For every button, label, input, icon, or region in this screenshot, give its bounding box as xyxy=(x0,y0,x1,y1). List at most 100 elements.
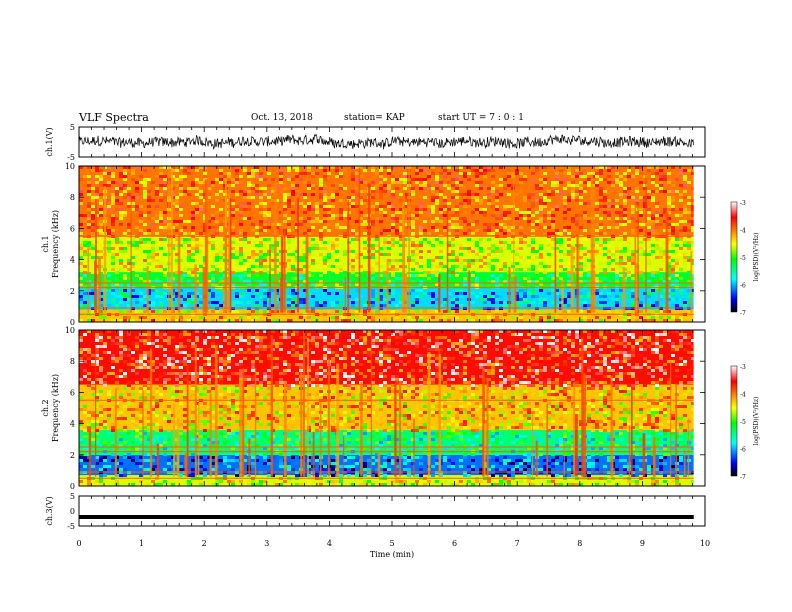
ch1-spectrogram-cell xyxy=(311,238,315,241)
ch1-spectrogram-cell xyxy=(679,289,683,292)
ch2-spectrogram-cell xyxy=(207,432,211,435)
ch1-spectrogram-cell xyxy=(671,199,675,202)
ch1-spectrogram-cell xyxy=(379,223,383,226)
ch1-spectrogram-cell xyxy=(123,214,127,217)
ch1-spectrogram-burst xyxy=(103,186,107,313)
ch1-spectrogram-cell xyxy=(547,199,551,202)
ch2-spectrogram-cell xyxy=(183,363,187,366)
ch1-spectrogram-cell xyxy=(451,175,455,178)
ch2-spectrogram-cell xyxy=(107,408,111,411)
ch1-spectrogram-cell xyxy=(267,319,271,322)
ch2-spectrogram-cell xyxy=(207,381,211,384)
ch2-spectrogram-cell xyxy=(203,384,207,387)
ch1-spectrogram-cell xyxy=(107,259,111,262)
ch2-spectrogram-cell xyxy=(211,345,215,348)
ch1-spectrogram-cell xyxy=(383,247,387,250)
ch2-spectrogram-cell xyxy=(179,435,183,438)
ch1-spectrogram-cell xyxy=(631,307,635,310)
ch1-spectrogram-cell xyxy=(171,319,175,322)
ch1-spectrogram-cell xyxy=(147,232,151,235)
ch1-spectrogram-cell xyxy=(395,220,399,223)
ch1-spectrogram-cell xyxy=(91,289,95,292)
ch1-spectrogram-cell xyxy=(183,268,187,271)
ch1-spectrogram-cell xyxy=(383,211,387,214)
ch1-spectrogram-cell xyxy=(87,211,91,214)
ch1-spectrogram-cell xyxy=(351,229,355,232)
ch1-spectrogram-cell xyxy=(411,193,415,196)
ch1-spectrogram-cell xyxy=(143,310,147,313)
ch1-spectrogram-cell xyxy=(463,196,467,199)
ch1-spectrogram-cell xyxy=(111,202,115,205)
ch1-spectrogram-cell xyxy=(599,169,603,172)
ch1-spectrogram-cell xyxy=(471,319,475,322)
ch1-spectrogram-cell xyxy=(335,226,339,229)
ch1-spectrogram-cell xyxy=(455,169,459,172)
ch1-spectrogram-cell xyxy=(531,259,535,262)
ch1-spectrogram-cell xyxy=(171,316,175,319)
ch1-spectrogram-cell xyxy=(439,256,443,259)
ch2-spectrogram-cell xyxy=(175,483,179,486)
ch2-spectrogram-cell xyxy=(139,426,143,429)
ch2-spectrogram-cell xyxy=(235,432,239,435)
ch1-spectrogram-cell xyxy=(635,187,639,190)
ch2-spectrogram-cell xyxy=(251,483,255,486)
ch1-spectrogram-cell xyxy=(643,277,647,280)
ch1-spectrogram-cell xyxy=(295,220,299,223)
ch1-spectrogram-cell xyxy=(479,169,483,172)
ch1-spectrogram-cell xyxy=(235,178,239,181)
ch1-spectrogram-cell xyxy=(123,274,127,277)
ch2-spectrogram-cell xyxy=(95,414,99,417)
ch1-spectrogram-cell xyxy=(215,253,219,256)
ch1-spectrogram-cell xyxy=(623,220,627,223)
ch1-spectrogram-cell xyxy=(111,241,115,244)
ch1-spectrogram-cell xyxy=(171,292,175,295)
ch1-spectrogram-cell xyxy=(639,274,643,277)
ch2-spectrogram-cell xyxy=(259,381,263,384)
ch1-spectrogram-cell xyxy=(519,190,523,193)
ch2-spectrogram-cell xyxy=(95,345,99,348)
ch1-spectrogram-cell xyxy=(379,229,383,232)
ch1-spectrogram-cell xyxy=(123,190,127,193)
ch2-spectrogram-cell xyxy=(223,405,227,408)
ch1-spectrogram-cell xyxy=(651,229,655,232)
ch1-spectrogram-cell xyxy=(423,292,427,295)
ch2-spectrogram-cell xyxy=(203,342,207,345)
ch1-spectrogram-cell xyxy=(539,187,543,190)
ch2-spectrogram-cell xyxy=(147,414,151,417)
ch1-spectrogram-cell xyxy=(351,196,355,199)
ch1-spectrogram-cell xyxy=(319,244,323,247)
ch1-spectrogram-cell xyxy=(647,190,651,193)
ch1-spectrogram-cell xyxy=(431,166,435,169)
ch1-spectrogram-cell xyxy=(615,274,619,277)
ch1-spectrogram-cell xyxy=(307,187,311,190)
ch2-spectrogram-cell xyxy=(95,396,99,399)
ch2-spectrogram-cell xyxy=(83,429,87,432)
ch1-spectrogram-burst xyxy=(578,211,580,313)
ch1-spectrogram-cell xyxy=(243,271,247,274)
ch1-spectrogram-cell xyxy=(355,205,359,208)
ch1-spectrogram-cell xyxy=(119,310,123,313)
ch1-spectrogram-cell xyxy=(211,301,215,304)
ch1-spectrogram-cell xyxy=(611,226,615,229)
ch1-spectrogram-cell xyxy=(671,166,675,169)
ch1-spectrogram-cell xyxy=(295,247,299,250)
ch1-spectrogram-cell xyxy=(451,298,455,301)
ch1-spectrogram-cell xyxy=(411,232,415,235)
ch1-spectrogram-cell xyxy=(123,247,127,250)
ch1-spectrogram-cell xyxy=(383,253,387,256)
ch1-spectrogram-cell xyxy=(515,172,519,175)
ch2-spectrogram-cell xyxy=(143,354,147,357)
ch2-spectrogram-cell xyxy=(175,345,179,348)
ch1-spectrogram-cell xyxy=(163,184,167,187)
ch1-spectrogram-cell xyxy=(647,238,651,241)
ch1-spectrogram-cell xyxy=(91,199,95,202)
ch1-spectrogram-cell xyxy=(519,217,523,220)
ch1-spectrogram-cell xyxy=(651,166,655,169)
ch1-spectrogram-cell xyxy=(391,175,395,178)
ch1-spectrogram-cell xyxy=(451,217,455,220)
ch1-spectrogram-cell xyxy=(143,190,147,193)
ch1-spectrogram-cell xyxy=(387,190,391,193)
ch2-spectrogram-cell xyxy=(251,372,255,375)
ch1-spectrogram-cell xyxy=(683,169,687,172)
ch1-spectrogram-cell xyxy=(595,229,599,232)
